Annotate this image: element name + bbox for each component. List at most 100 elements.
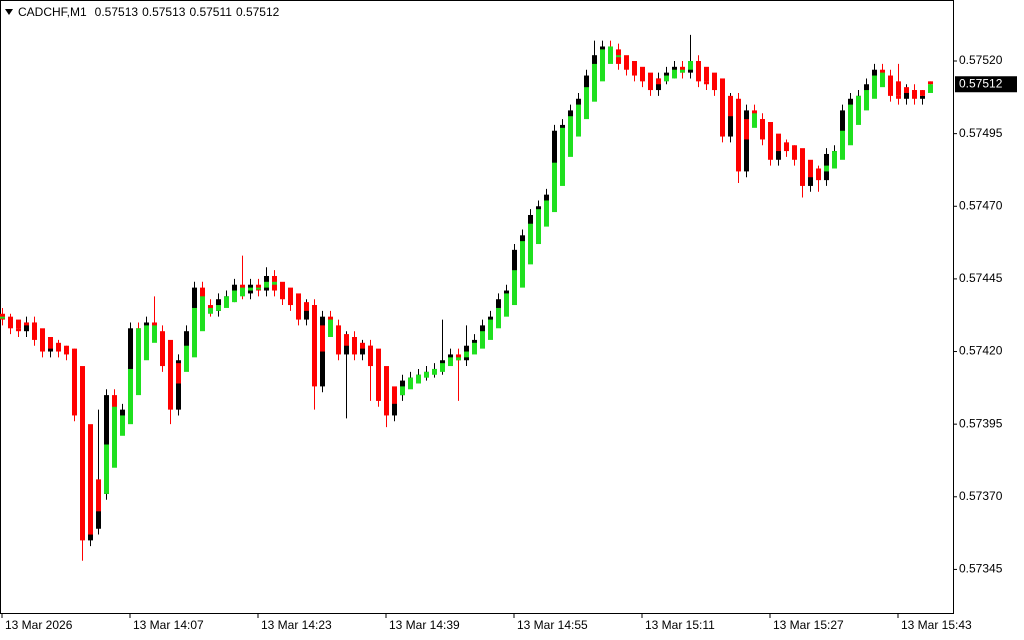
heiken-ashi-body xyxy=(600,49,605,82)
candle-body xyxy=(704,81,709,85)
heiken-ashi-body xyxy=(680,69,685,73)
y-tick-label: 0.57445 xyxy=(959,271,1003,285)
candle-body xyxy=(88,528,93,541)
heiken-ashi-body xyxy=(888,78,893,85)
heiken-ashi-body xyxy=(104,444,109,494)
heiken-ashi-body xyxy=(80,366,85,483)
heiken-ashi-body xyxy=(400,386,405,396)
candle-body xyxy=(8,319,13,329)
heiken-ashi-body xyxy=(56,342,61,349)
heiken-ashi-body xyxy=(736,104,741,134)
candle-body xyxy=(744,110,749,172)
candle-body xyxy=(904,90,909,99)
candle-body xyxy=(736,98,741,172)
heiken-ashi-body xyxy=(16,319,21,329)
heiken-ashi-body xyxy=(304,302,309,311)
candle-body xyxy=(16,328,21,332)
y-tick-label: 0.57470 xyxy=(959,198,1003,212)
heiken-ashi-body xyxy=(552,162,557,213)
heiken-ashi-body xyxy=(720,78,725,114)
heiken-ashi-body xyxy=(800,148,805,172)
heiken-ashi-body xyxy=(192,307,197,358)
heiken-ashi-body xyxy=(392,386,397,404)
heiken-ashi-body xyxy=(96,479,101,512)
heiken-ashi-body xyxy=(200,296,205,332)
candle-body xyxy=(96,493,101,529)
menu-arrow[interactable] xyxy=(5,9,13,15)
heiken-ashi-body xyxy=(560,127,565,186)
heiken-ashi-body xyxy=(88,424,93,535)
heiken-ashi-body xyxy=(504,293,509,317)
heiken-ashi-body xyxy=(928,84,933,93)
heiken-ashi-body xyxy=(832,151,837,169)
candle-body xyxy=(768,139,773,160)
heiken-ashi-body xyxy=(40,328,45,346)
heiken-ashi-body xyxy=(376,348,381,384)
heiken-ashi-body xyxy=(464,351,469,358)
candle-body xyxy=(840,110,845,152)
candle-body xyxy=(296,305,301,320)
candle-body xyxy=(912,90,917,99)
candle-body xyxy=(656,78,661,91)
y-tick-label: 0.57495 xyxy=(959,126,1003,140)
heiken-ashi-body xyxy=(448,357,453,367)
heiken-ashi-body xyxy=(792,145,797,154)
y-tick-label: 0.57520 xyxy=(959,53,1003,67)
current-price-box xyxy=(955,76,1017,93)
header-value: 0.57513 xyxy=(95,5,139,19)
heiken-ashi-body xyxy=(920,90,925,96)
heiken-ashi-body xyxy=(704,66,709,82)
heiken-ashi-body xyxy=(232,290,237,303)
heiken-ashi-body xyxy=(912,90,917,93)
candle-body xyxy=(928,81,933,85)
heiken-ashi-body xyxy=(544,200,549,227)
candle-body xyxy=(800,159,805,186)
heiken-ashi-body xyxy=(168,339,173,387)
candle-body xyxy=(808,171,813,186)
heiken-ashi-body xyxy=(768,122,773,149)
heiken-ashi-body xyxy=(856,95,861,125)
heiken-ashi-body xyxy=(352,339,357,346)
current-price-label: 0.57512 xyxy=(959,76,1003,90)
heiken-ashi-body xyxy=(224,296,229,308)
candle-body xyxy=(72,354,77,416)
heiken-ashi-body xyxy=(864,90,869,111)
heiken-ashi-body xyxy=(664,75,669,82)
heiken-ashi-body xyxy=(264,281,269,288)
heiken-ashi-body xyxy=(696,63,701,70)
candle-body xyxy=(304,305,309,320)
heiken-ashi-body xyxy=(784,142,789,149)
x-tick-label: 13 Mar 14:55 xyxy=(517,618,588,632)
heiken-ashi-body xyxy=(776,133,781,152)
x-tick-label: 13 Mar 15:11 xyxy=(645,618,715,632)
heiken-ashi-body xyxy=(488,319,493,340)
heiken-ashi-body xyxy=(24,322,29,326)
candle-body xyxy=(368,345,373,367)
heiken-ashi-body xyxy=(528,223,533,265)
candle-body xyxy=(816,171,821,181)
x-tick-label: 13 Mar 14:39 xyxy=(389,618,460,632)
candle-body xyxy=(64,351,69,355)
heiken-ashi-body xyxy=(152,325,157,343)
heiken-ashi-body xyxy=(72,348,77,384)
heiken-ashi-body xyxy=(712,72,717,88)
heiken-ashi-body xyxy=(904,87,909,93)
heiken-ashi-body xyxy=(120,415,125,436)
plot-frame xyxy=(0,0,954,614)
x-tick-label: 13 Mar 14:07 xyxy=(133,618,204,632)
candle-body xyxy=(168,366,173,410)
heiken-ashi-body xyxy=(568,116,573,157)
heiken-ashi-body xyxy=(288,287,293,303)
heiken-ashi-body xyxy=(8,316,13,323)
heiken-ashi-body xyxy=(616,55,621,58)
heiken-ashi-body xyxy=(320,325,325,352)
heiken-ashi-body xyxy=(440,363,445,372)
chart-title: CADCHF,M1 xyxy=(18,5,87,19)
heiken-ashi-body xyxy=(360,342,365,349)
heiken-ashi-body xyxy=(328,319,333,338)
heiken-ashi-body xyxy=(760,119,765,128)
heiken-ashi-body xyxy=(456,357,461,361)
heiken-ashi-body xyxy=(896,81,901,96)
heiken-ashi-body xyxy=(496,307,501,329)
y-tick-label: 0.57345 xyxy=(959,562,1003,576)
